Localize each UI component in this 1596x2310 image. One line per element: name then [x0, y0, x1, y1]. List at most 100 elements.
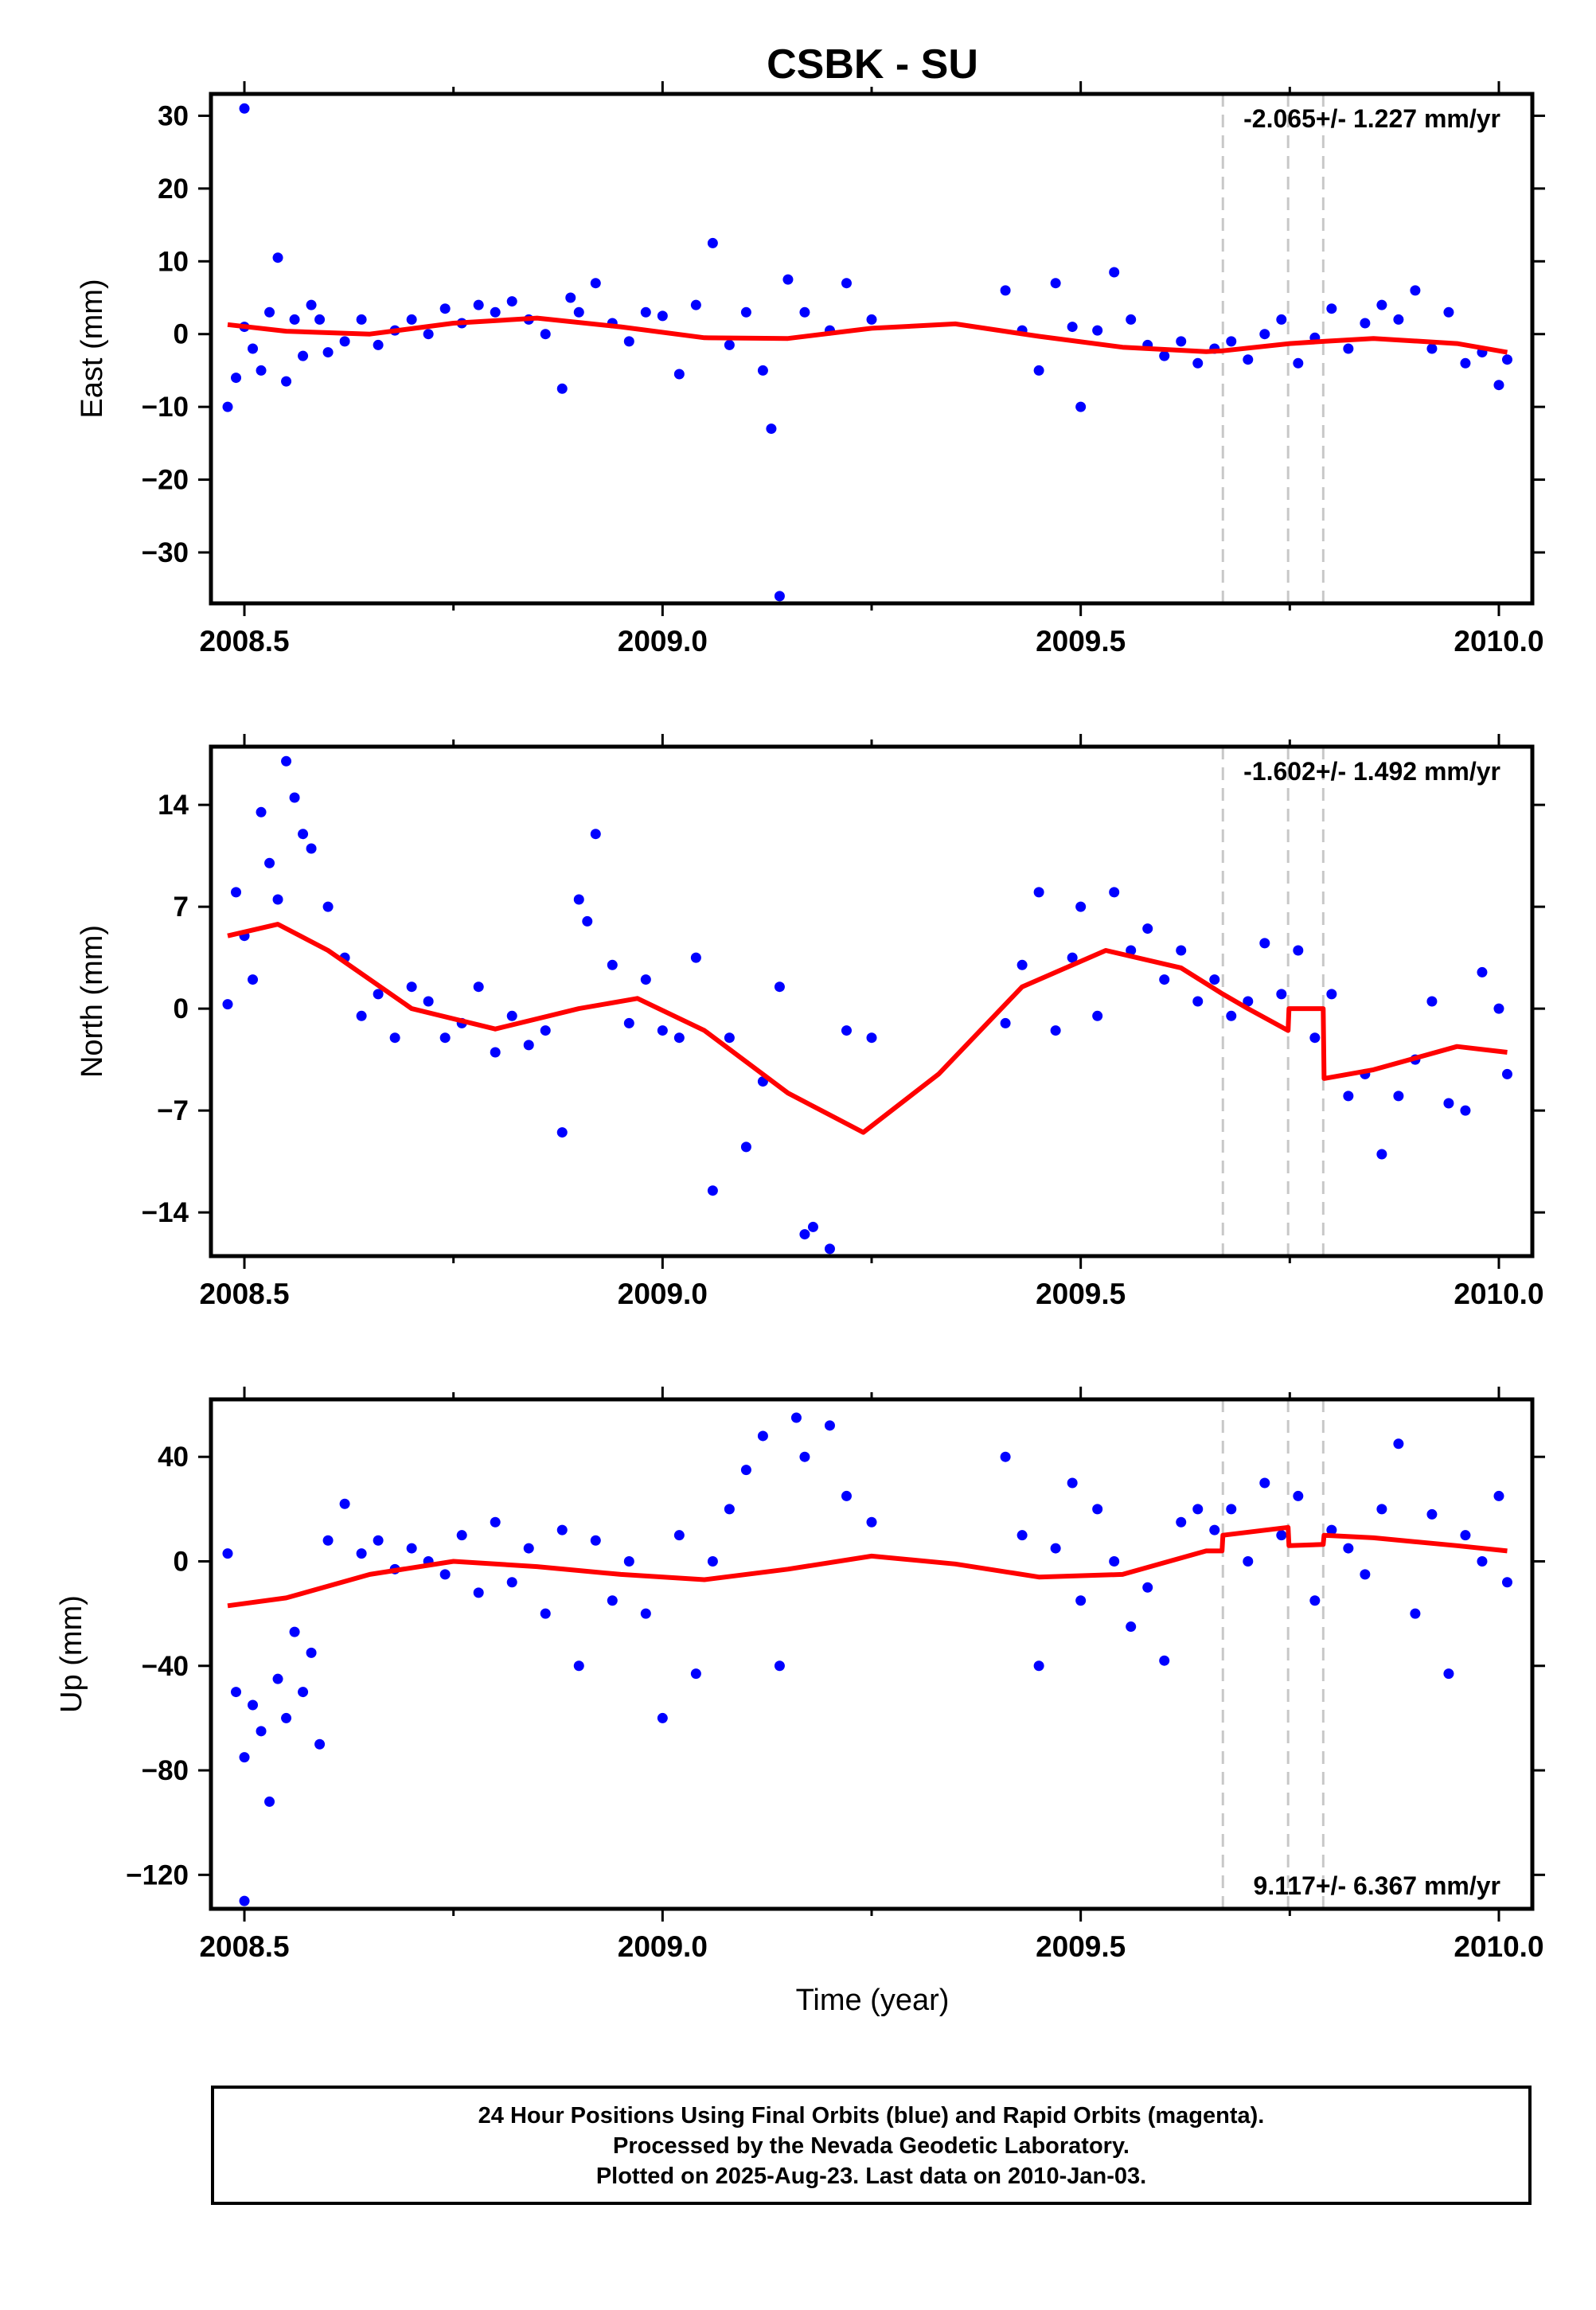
- y-tick-label: −30: [142, 537, 189, 568]
- data-point: [824, 1243, 835, 1255]
- data-point: [248, 343, 259, 354]
- data-point: [1226, 1010, 1237, 1021]
- y-tick-label: 20: [158, 174, 189, 205]
- data-point: [423, 996, 434, 1007]
- x-tick-label: 2009.0: [618, 625, 708, 657]
- data-point: [506, 296, 517, 307]
- data-point: [1000, 1017, 1011, 1028]
- data-point: [757, 365, 768, 376]
- data-point: [799, 1229, 810, 1240]
- data-point: [239, 1752, 250, 1763]
- data-point: [1209, 1524, 1220, 1535]
- data-point: [1067, 322, 1078, 333]
- data-point: [298, 829, 309, 840]
- data-point: [231, 887, 242, 898]
- data-point: [590, 829, 601, 840]
- data-point: [690, 299, 701, 310]
- data-point: [1460, 1530, 1471, 1541]
- panel-east: 30 20 10 0 −10 −20 −30 2008.5 2009.0 2009.5 2010.0…: [76, 81, 1545, 657]
- data-point: [490, 1516, 501, 1528]
- data-point: [673, 369, 685, 380]
- data-point: [1460, 357, 1471, 369]
- data-point: [1109, 887, 1120, 898]
- data-point: [607, 1595, 618, 1606]
- data-point: [1092, 1010, 1103, 1021]
- y-tick-label: 0: [174, 1546, 189, 1577]
- data-point: [272, 252, 283, 263]
- data-point: [1109, 1555, 1120, 1567]
- data-point: [1033, 1660, 1044, 1672]
- data-point: [540, 329, 551, 340]
- data-point: [1126, 314, 1137, 325]
- model-fit-curve: [227, 1524, 1508, 1609]
- data-point: [222, 401, 233, 412]
- y-tick-label: 30: [158, 100, 189, 131]
- data-point: [1142, 923, 1153, 935]
- data-point: [573, 306, 584, 318]
- data-points: [222, 1412, 1512, 1906]
- data-point: [1326, 303, 1337, 314]
- plot-frame: [209, 92, 1535, 606]
- data-point: [1226, 336, 1237, 347]
- data-point: [1209, 974, 1220, 985]
- data-point: [1017, 959, 1028, 970]
- data-point: [1443, 1098, 1454, 1109]
- data-point: [582, 915, 593, 927]
- data-point: [306, 843, 317, 854]
- data-point: [565, 292, 576, 303]
- data-point: [490, 306, 501, 318]
- footer-line-processor: Processed by the Nevada Geodetic Laborat…: [613, 2133, 1130, 2159]
- footer-notes-box: 24 Hour Positions Using Final Orbits (bl…: [211, 2086, 1532, 2205]
- y-tick-label: −20: [142, 465, 189, 496]
- footer-line-plot-date: Plotted on 2025-Aug-23. Last data on 201…: [595, 2164, 1147, 2189]
- data-point: [640, 974, 651, 985]
- data-point: [248, 1699, 259, 1711]
- data-point: [264, 857, 275, 868]
- data-point: [556, 1127, 568, 1138]
- panel-up: 40 0 −40 −80 −120 2008.5 2009.0 2009.5 2010.0 Up …: [55, 1387, 1545, 1963]
- data-point: [256, 365, 267, 376]
- y-axis-label: North (mm): [76, 925, 109, 1078]
- y-tick-label: −14: [142, 1197, 189, 1228]
- data-point: [1376, 1149, 1387, 1160]
- y-tick-label: 40: [158, 1442, 189, 1473]
- data-point: [423, 329, 434, 340]
- data-point: [322, 1535, 334, 1546]
- data-point: [1343, 1091, 1354, 1102]
- data-point: [356, 1010, 367, 1021]
- data-point: [1501, 354, 1512, 365]
- data-point: [590, 1535, 601, 1546]
- panel-north: 14 7 0 −7 −14 2008.5 2009.0 2009.5 2010.0 North (…: [76, 734, 1545, 1310]
- data-point: [640, 306, 651, 318]
- data-point: [774, 1660, 785, 1672]
- data-point: [782, 274, 794, 285]
- data-point: [841, 1490, 852, 1501]
- data-point: [556, 1524, 568, 1535]
- data-point: [231, 373, 242, 384]
- data-point: [473, 299, 484, 310]
- data-point: [774, 981, 785, 993]
- data-point: [406, 1543, 417, 1554]
- data-point: [690, 952, 701, 963]
- model-fit-curve: [227, 922, 1508, 1135]
- data-point: [1376, 1504, 1387, 1515]
- data-point: [1426, 343, 1438, 354]
- data-point: [264, 1796, 275, 1807]
- data-point: [1226, 1504, 1237, 1515]
- data-point: [1192, 996, 1204, 1007]
- data-point: [1259, 329, 1270, 340]
- data-point: [222, 1548, 233, 1559]
- data-point: [322, 347, 334, 358]
- data-point: [1192, 1504, 1204, 1515]
- data-point: [1393, 1091, 1404, 1102]
- data-point: [506, 1010, 517, 1021]
- data-point: [1050, 278, 1061, 289]
- data-point: [799, 1451, 810, 1462]
- data-point: [256, 806, 267, 817]
- data-point: [298, 350, 309, 361]
- velocity-rate-annotation: 9.117+/- 6.367 mm/yr: [1254, 1871, 1500, 1900]
- model-fit-curve: [227, 315, 1508, 355]
- y-tick-label: 14: [158, 790, 189, 821]
- data-point: [1075, 901, 1087, 912]
- data-point: [607, 959, 618, 970]
